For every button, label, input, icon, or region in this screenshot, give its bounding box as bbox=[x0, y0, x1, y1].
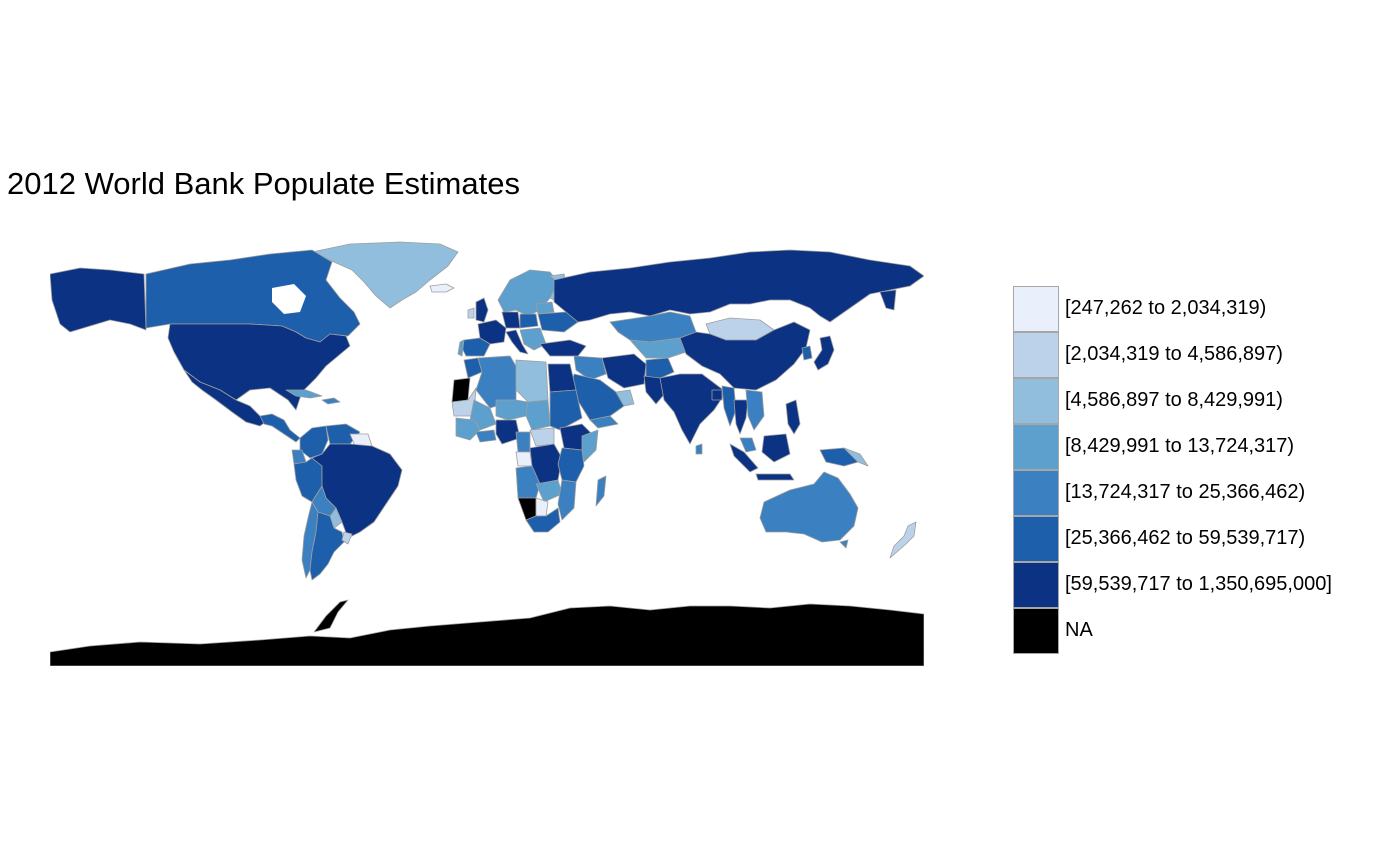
region-iraq-syria bbox=[573, 355, 607, 381]
legend-swatch bbox=[1013, 608, 1059, 654]
region-antarctic-peninsula bbox=[313, 599, 349, 633]
region-india bbox=[659, 373, 727, 445]
hudson-bay bbox=[272, 284, 306, 314]
legend-label: NA bbox=[1065, 619, 1093, 641]
region-java bbox=[755, 473, 795, 481]
region-bangladesh bbox=[711, 389, 723, 401]
region-western-sahara bbox=[451, 377, 471, 403]
region-egypt bbox=[547, 363, 577, 393]
region-sumatra bbox=[729, 443, 759, 473]
region-balkans bbox=[519, 327, 547, 351]
region-alaska bbox=[50, 267, 147, 333]
region-portugal bbox=[457, 339, 465, 357]
legend-label: [13,724,317 to 25,366,462) bbox=[1065, 481, 1306, 503]
region-new-zealand bbox=[889, 521, 917, 559]
region-belarus bbox=[535, 301, 555, 315]
region-uruguay bbox=[341, 531, 353, 545]
region-ukraine bbox=[537, 311, 579, 333]
region-angola bbox=[515, 465, 541, 499]
region-malaysia bbox=[739, 437, 757, 453]
region-argentina bbox=[309, 511, 345, 581]
region-greenland bbox=[311, 241, 459, 309]
region-tasmania bbox=[839, 539, 849, 549]
region-west-africa bbox=[455, 417, 481, 441]
region-sri-lanka bbox=[695, 443, 703, 455]
legend-swatch bbox=[1013, 470, 1059, 516]
region-kenya-tanzania bbox=[557, 447, 585, 483]
legend-item: NA bbox=[1013, 608, 1393, 654]
region-iran bbox=[601, 353, 647, 389]
region-poland bbox=[519, 313, 539, 329]
region-car bbox=[529, 427, 555, 447]
legend-item: [25,366,462 to 59,539,717) bbox=[1013, 516, 1393, 562]
region-png bbox=[843, 447, 869, 467]
region-sudan bbox=[549, 389, 583, 431]
region-madagascar bbox=[595, 475, 607, 507]
legend-item: [59,539,717 to 1,350,695,000] bbox=[1013, 562, 1393, 608]
legend-swatch bbox=[1013, 378, 1059, 424]
legend-item: [247,262 to 2,034,319) bbox=[1013, 286, 1393, 332]
region-indochina bbox=[745, 389, 765, 431]
legend-item: [8,429,991 to 13,724,317) bbox=[1013, 424, 1393, 470]
legend-label: [4,586,897 to 8,429,991) bbox=[1065, 389, 1283, 411]
region-zambia bbox=[535, 479, 563, 503]
legend-item: [13,724,317 to 25,366,462) bbox=[1013, 470, 1393, 516]
legend-swatch bbox=[1013, 332, 1059, 378]
legend-swatch bbox=[1013, 286, 1059, 332]
region-hispaniola bbox=[321, 397, 341, 405]
region-borneo bbox=[761, 433, 791, 463]
legend-label: [247,262 to 2,034,319) bbox=[1065, 297, 1267, 319]
region-nigeria bbox=[495, 419, 521, 445]
region-cameroon bbox=[515, 431, 531, 453]
region-afghanistan bbox=[645, 357, 675, 381]
legend-label: [59,539,717 to 1,350,695,000] bbox=[1065, 573, 1332, 595]
region-central-asia bbox=[629, 337, 687, 359]
legend-swatch bbox=[1013, 516, 1059, 562]
region-oman bbox=[615, 389, 635, 407]
region-niger bbox=[495, 399, 529, 421]
region-turkey bbox=[539, 339, 587, 357]
legend-label: [8,429,991 to 13,724,317) bbox=[1065, 435, 1295, 457]
region-iceland bbox=[429, 283, 455, 293]
region-korea bbox=[801, 345, 813, 361]
region-libya bbox=[515, 359, 549, 403]
region-yemen bbox=[589, 415, 619, 429]
region-kamchatka bbox=[879, 289, 897, 311]
region-australia bbox=[759, 471, 859, 543]
region-gabon-congo bbox=[515, 451, 533, 467]
region-thailand bbox=[733, 399, 749, 435]
region-mali bbox=[469, 399, 497, 431]
region-italy bbox=[505, 329, 529, 355]
legend-swatch bbox=[1013, 424, 1059, 470]
region-antarctica bbox=[50, 603, 924, 666]
region-cuba bbox=[285, 389, 323, 399]
region-chad bbox=[525, 399, 551, 431]
region-somalia bbox=[581, 429, 599, 463]
region-japan bbox=[813, 335, 835, 371]
legend-item: [4,586,897 to 8,429,991) bbox=[1013, 378, 1393, 424]
legend-swatch bbox=[1013, 562, 1059, 608]
region-philippines bbox=[785, 399, 801, 435]
region-mozambique bbox=[557, 479, 577, 521]
region-ghana-ivory bbox=[475, 429, 497, 443]
region-ireland bbox=[467, 307, 475, 319]
region-germany bbox=[501, 311, 521, 329]
world-map bbox=[50, 241, 924, 666]
region-myanmar bbox=[721, 385, 737, 427]
region-central-america bbox=[259, 413, 301, 443]
chart-title: 2012 World Bank Populate Estimates bbox=[7, 166, 520, 201]
legend-label: [2,034,319 to 4,586,897) bbox=[1065, 343, 1283, 365]
region-russia bbox=[553, 249, 924, 323]
legend-label: [25,366,462 to 59,539,717) bbox=[1065, 527, 1306, 549]
region-south-africa bbox=[525, 507, 561, 533]
region-uk bbox=[475, 297, 489, 323]
legend-item: [2,034,319 to 4,586,897) bbox=[1013, 332, 1393, 378]
